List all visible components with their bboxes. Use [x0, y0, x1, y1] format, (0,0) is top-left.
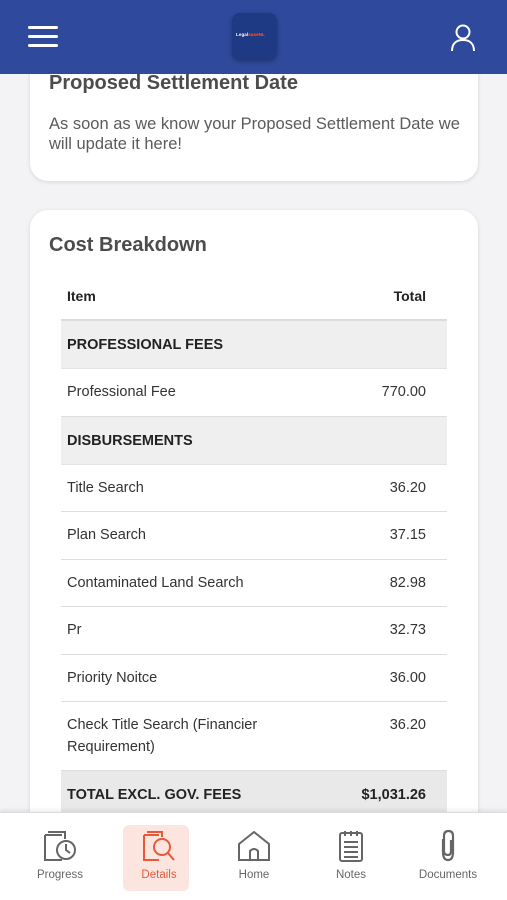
row-amount: 36.20 — [389, 479, 426, 496]
nav-progress[interactable]: Progress — [20, 813, 100, 900]
nav-documents[interactable]: Documents — [408, 813, 488, 900]
cost-breakdown-title: Cost Breakdown — [49, 234, 207, 256]
row-amount: 37.15 — [389, 527, 426, 543]
nav-label: Details — [141, 869, 177, 881]
table-row: Professional Fee 770.00 — [61, 369, 447, 417]
section-row: PROFESSIONAL FEES — [61, 321, 447, 369]
row-label: Plan Search — [67, 527, 146, 543]
nav-home[interactable]: Home — [214, 813, 294, 900]
total-row: TOTAL EXCL. GOV. FEES $1,031.26 — [61, 771, 447, 819]
nav-label: Progress — [36, 869, 84, 881]
nav-details[interactable]: Details — [119, 813, 199, 900]
table-row: Priority Noitce 36.00 — [61, 655, 447, 702]
row-label: Priority Noitce — [67, 669, 158, 686]
user-icon[interactable] — [450, 24, 476, 52]
table-row: Title Search 36.20 — [61, 465, 447, 512]
bottom-nav: Progress Details Home Notes Documents — [0, 812, 507, 900]
settlement-title: Proposed Settlement Date — [49, 72, 298, 94]
column-header-total: Total — [393, 288, 426, 304]
table-row: Plan Search 37.15 — [61, 512, 447, 560]
home-icon — [238, 830, 270, 861]
section-row: DISBURSEMENTS — [61, 416, 447, 465]
logo-text: LegaleaseNL — [236, 32, 265, 37]
documents-icon — [441, 829, 455, 862]
notes-icon — [339, 831, 363, 862]
column-header-item: Item — [67, 288, 96, 304]
row-label: Check Title Search (Financier Requiremen… — [67, 717, 258, 755]
table-row: Pr 32.73 — [61, 607, 447, 655]
row-label: Title Search — [67, 479, 144, 496]
total-label: TOTAL EXCL. GOV. FEES — [67, 787, 242, 803]
row-amount: 82.98 — [389, 574, 426, 591]
nav-label: Notes — [335, 869, 367, 881]
row-amount: 36.00 — [389, 669, 426, 686]
total-amount: $1,031.26 — [361, 787, 426, 803]
row-amount: 770.00 — [381, 384, 426, 400]
details-icon — [143, 831, 175, 861]
nav-notes[interactable]: Notes — [311, 813, 391, 900]
row-label: Contaminated Land Search — [67, 574, 244, 591]
nav-label: Documents — [418, 869, 478, 881]
progress-icon — [44, 831, 76, 861]
table-header: Item Total — [61, 268, 447, 321]
app-header: LegaleaseNL — [0, 0, 507, 74]
hamburger-icon[interactable] — [28, 26, 58, 48]
cost-breakdown-card: Cost Breakdown Item Total PROFESSIONAL F… — [30, 210, 478, 850]
cost-table: Item Total PROFESSIONAL FEES Professiona… — [61, 268, 447, 819]
table-row: Check Title Search (Financier Requiremen… — [61, 702, 447, 771]
row-label: Professional Fee — [67, 384, 176, 400]
row-label: Pr — [67, 622, 82, 638]
section-heading: PROFESSIONAL FEES — [67, 337, 224, 353]
app-logo[interactable]: LegaleaseNL — [232, 13, 277, 59]
row-amount: 36.20 — [389, 717, 426, 733]
section-heading: DISBURSEMENTS — [67, 432, 193, 449]
table-row: Contaminated Land Search 82.98 — [61, 560, 447, 607]
row-amount: 32.73 — [389, 622, 426, 638]
nav-label: Home — [238, 869, 270, 881]
settlement-message: As soon as we know your Proposed Settlem… — [49, 115, 460, 153]
